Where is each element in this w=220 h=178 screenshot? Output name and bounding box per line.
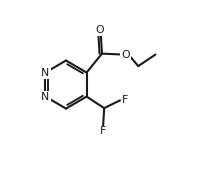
Text: N: N: [41, 67, 50, 78]
Text: N: N: [41, 91, 50, 102]
Text: O: O: [121, 49, 130, 59]
Text: F: F: [100, 126, 106, 136]
Text: F: F: [122, 95, 128, 105]
Text: O: O: [95, 25, 104, 35]
